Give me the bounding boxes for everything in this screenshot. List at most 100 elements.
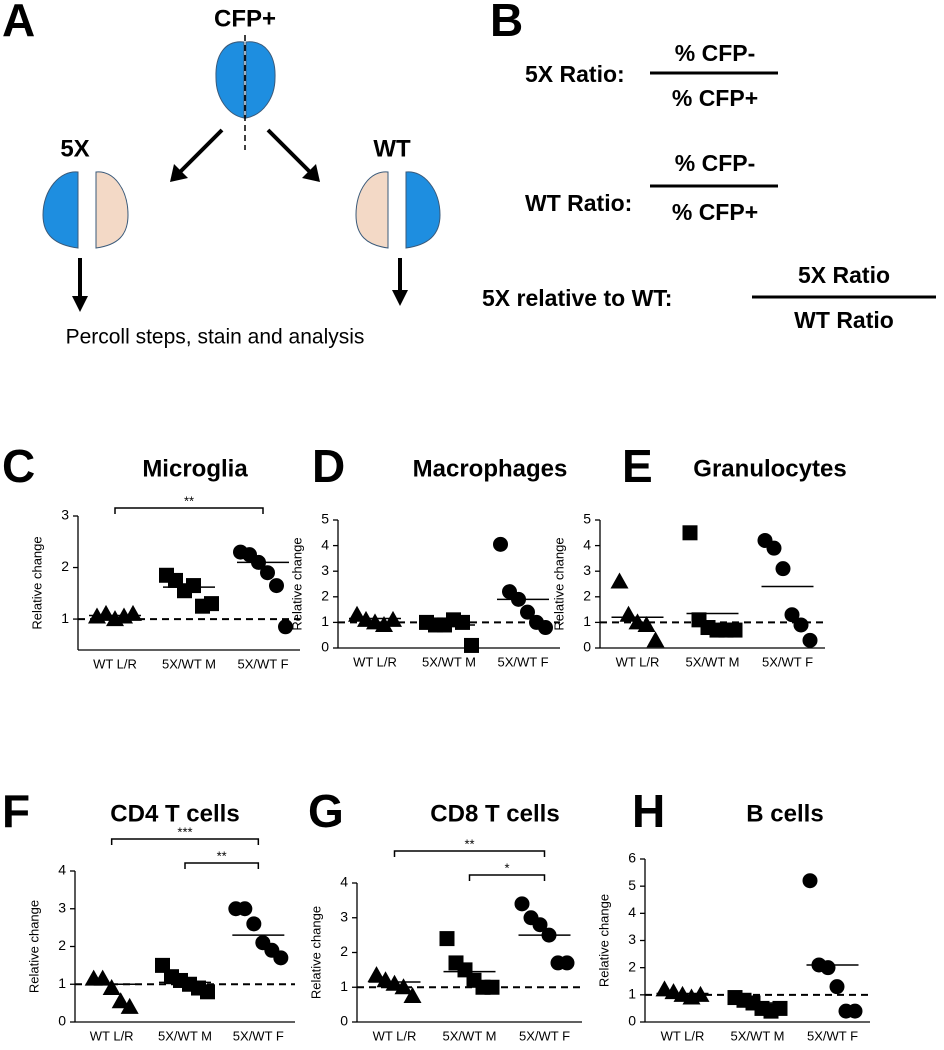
significance-bracket: [114, 507, 264, 514]
panel-letter: C: [2, 440, 35, 492]
circle-point: [802, 873, 818, 889]
triangle-point: [348, 605, 366, 622]
significance-bracket: [184, 862, 260, 869]
square-point: [155, 957, 170, 973]
panel-letter: B: [490, 0, 523, 46]
circle-point: [260, 565, 275, 581]
circle-point: [775, 561, 791, 577]
brain-label: WT: [373, 135, 411, 162]
triangle-point: [93, 969, 112, 986]
denominator: WT Ratio: [794, 307, 894, 333]
significance-bracket: [468, 874, 546, 881]
square-point: [204, 596, 219, 612]
significance-label: *: [504, 860, 509, 875]
y-tick-label: 4: [58, 862, 66, 878]
chart-title: Microglia: [142, 455, 248, 482]
x-tick-label: WT L/R: [661, 1028, 705, 1043]
circle-point: [269, 578, 284, 594]
y-tick-label: 3: [61, 507, 69, 523]
brain-label: 5X: [60, 135, 89, 162]
x-tick-label: 5X/WT M: [731, 1028, 785, 1043]
square-point: [727, 622, 743, 638]
chart-title: CD8 T cells: [430, 800, 559, 827]
square-point: [455, 614, 470, 630]
triangle-point: [111, 992, 130, 1009]
circle-point: [273, 950, 289, 966]
y-axis-label: Relative change: [308, 906, 323, 999]
chart-title: Granulocytes: [693, 455, 846, 482]
y-tick-label: 1: [583, 613, 591, 629]
significance-label: **: [464, 836, 474, 851]
y-tick-label: 0: [340, 1013, 348, 1029]
y-tick-label: 2: [61, 558, 69, 574]
significance-label: ***: [177, 824, 192, 839]
y-tick-label: 3: [583, 562, 591, 578]
x-tick-label: 5X/WT M: [422, 654, 476, 669]
y-tick-label: 4: [321, 536, 329, 552]
y-tick-label: 0: [628, 1013, 636, 1029]
triangle-point: [637, 615, 656, 632]
square-point: [439, 931, 455, 947]
circle-point: [793, 617, 809, 633]
x-tick-label: WT L/R: [90, 1028, 134, 1043]
y-tick-label: 2: [583, 588, 591, 604]
numerator: % CFP-: [675, 150, 756, 176]
y-tick-label: 3: [321, 562, 329, 578]
y-tick-label: 4: [583, 536, 591, 552]
chart-title: Macrophages: [413, 455, 568, 482]
y-tick-label: 0: [321, 639, 329, 655]
circle-point: [538, 620, 553, 636]
arrows: [72, 128, 408, 312]
ratio-row: WT Ratio: % CFP- % CFP+: [525, 150, 778, 225]
ratio-label: 5X Ratio:: [525, 61, 625, 87]
x-tick-label: 5X/WT M: [158, 1028, 212, 1043]
dot-plot: E Granulocytes Relative change 0 1 2 3 4 5 WT L/R…: [551, 440, 846, 669]
square-point: [484, 979, 500, 995]
x-tick-label: 5X/WT F: [233, 1028, 284, 1043]
circle-point: [559, 955, 575, 971]
circle-point: [246, 916, 262, 932]
significance-label: **: [184, 493, 194, 508]
triangle-point: [97, 604, 115, 621]
circle-point: [493, 536, 508, 552]
square-point: [186, 578, 201, 594]
chart-title: B cells: [746, 800, 823, 827]
y-tick-label: 4: [340, 874, 348, 890]
x-tick-label: 5X/WT M: [686, 654, 740, 669]
y-tick-label: 2: [340, 943, 348, 959]
panel-letter: A: [2, 0, 35, 46]
triangle-point: [120, 997, 139, 1014]
panel-letter: H: [632, 785, 665, 837]
dot-plot: G CD8 T cells Relative change 0 1 2 3 4 WT L/R 5X…: [308, 785, 582, 1043]
ratio-row: 5X Ratio: % CFP- % CFP+: [525, 40, 778, 111]
x-tick-label: WT L/R: [616, 654, 660, 669]
denominator: % CFP+: [672, 85, 758, 111]
triangle-point: [367, 966, 386, 983]
triangle-point: [610, 572, 629, 589]
ratio-label: WT Ratio:: [525, 190, 632, 216]
y-tick-label: 3: [58, 899, 66, 915]
denominator: % CFP+: [672, 199, 758, 225]
y-tick-label: 1: [340, 978, 348, 994]
triangle-point: [375, 615, 393, 632]
x-tick-label: WT L/R: [93, 656, 137, 671]
numerator: 5X Ratio: [798, 262, 890, 288]
y-tick-label: 4: [628, 904, 636, 920]
y-tick-label: 5: [321, 511, 329, 527]
panel-letter: F: [2, 785, 30, 837]
y-tick-label: 1: [321, 613, 329, 629]
x-tick-label: 5X/WT M: [443, 1028, 497, 1043]
panel-letter: D: [312, 440, 345, 492]
numerator: % CFP-: [675, 40, 756, 66]
circle-point: [820, 960, 836, 976]
y-tick-label: 2: [321, 588, 329, 604]
y-tick-label: 0: [58, 1013, 66, 1029]
y-tick-label: 1: [58, 975, 66, 991]
y-axis-label: Relative change: [29, 536, 44, 629]
panel-letter: G: [308, 785, 344, 837]
relative-label: 5X relative to WT:: [482, 285, 672, 311]
x-tick-label: WT L/R: [373, 1028, 417, 1043]
y-tick-label: 1: [61, 610, 69, 626]
circle-point: [829, 979, 845, 995]
triangle-point: [646, 631, 665, 648]
